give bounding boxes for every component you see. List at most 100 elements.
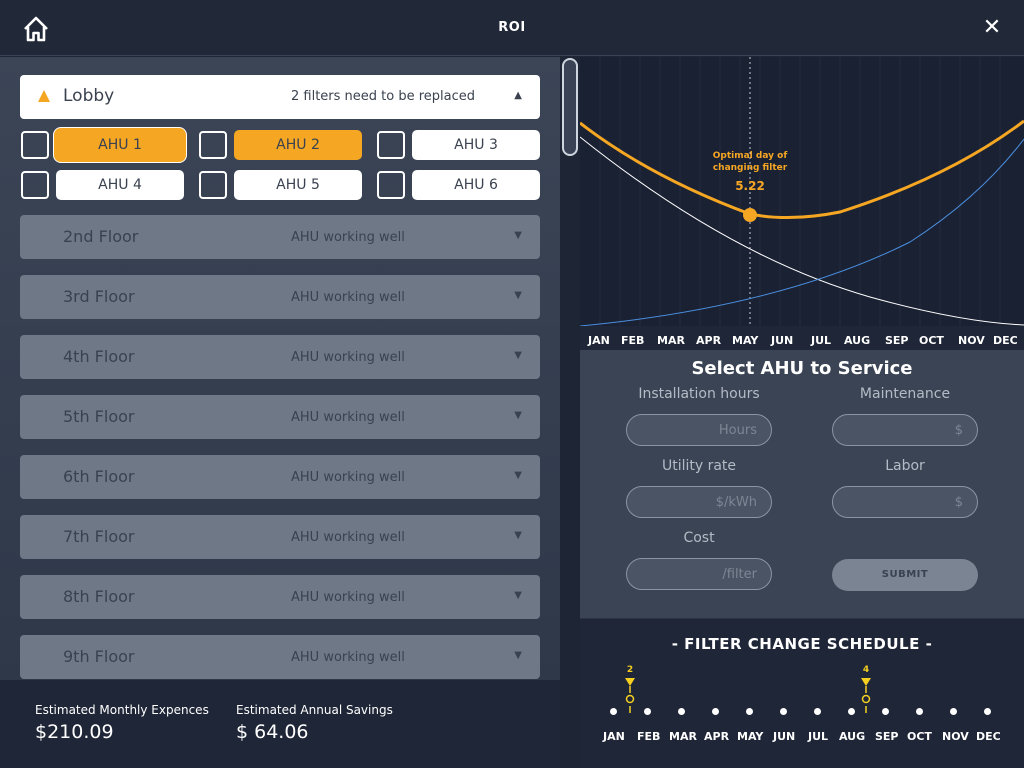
floor-status: AHU working well: [291, 350, 405, 365]
chart-month-label: SEP: [885, 334, 909, 347]
schedule-month-label: MAR: [669, 730, 697, 743]
schedule-month-label: AUG: [839, 730, 866, 743]
schedule-dot[interactable]: [916, 708, 923, 715]
floor-row-2nd[interactable]: 2nd Floor AHU working well ▼: [20, 215, 540, 259]
schedule-marker-count: 2: [626, 665, 634, 675]
floor-list-panel: Lobby 2 filters need to be replaced ▲ AH…: [0, 57, 560, 680]
schedule-marker-icon[interactable]: [860, 677, 872, 717]
ahu-4-checkbox[interactable]: [21, 171, 49, 199]
ahu-1-button[interactable]: AHU 1: [56, 130, 184, 160]
floor-name: 5th Floor: [63, 407, 135, 426]
annotation-line1: Optimal day of: [713, 151, 788, 161]
floor-row-4th[interactable]: 4th Floor AHU working well ▼: [20, 335, 540, 379]
ahu-3-checkbox[interactable]: [377, 131, 405, 159]
floor-status: AHU working well: [291, 290, 405, 305]
cost-input[interactable]: [626, 558, 772, 590]
floor-status: AHU working well: [291, 230, 405, 245]
floor-name: 3rd Floor: [63, 287, 135, 306]
ahu-3-button[interactable]: AHU 3: [412, 130, 540, 160]
schedule-month-label: OCT: [907, 730, 932, 743]
installation-hours-input[interactable]: [626, 414, 772, 446]
schedule-month-label: NOV: [942, 730, 969, 743]
utility-rate-label: Utility rate: [661, 458, 737, 474]
floor-row-9th[interactable]: 9th Floor AHU working well ▼: [20, 635, 540, 679]
annual-savings-label: Estimated Annual Savings: [236, 703, 393, 717]
schedule-month-label: SEP: [875, 730, 899, 743]
ahu-2-button[interactable]: AHU 2: [234, 130, 362, 160]
chart-month-label: JUL: [811, 334, 832, 347]
submit-button[interactable]: SUBMIT: [832, 559, 978, 591]
chevron-up-icon: ▲: [514, 90, 522, 101]
floor-status: AHU working well: [291, 470, 405, 485]
floor-status: AHU working well: [291, 410, 405, 425]
ahu-4-button[interactable]: AHU 4: [56, 170, 184, 200]
chevron-down-icon: ▼: [514, 590, 522, 601]
chart-month-label: OCT: [919, 334, 944, 347]
scrollbar-thumb[interactable]: [562, 58, 578, 156]
monthly-expenses-value: $210.09: [35, 721, 114, 743]
schedule-dot[interactable]: [712, 708, 719, 715]
floor-row-6th[interactable]: 6th Floor AHU working well ▼: [20, 455, 540, 499]
chart-month-label: DEC: [993, 334, 1018, 347]
falling-curve: [579, 136, 1024, 326]
rising-curve: [579, 138, 1024, 327]
maintenance-input[interactable]: [832, 414, 978, 446]
chart-month-axis: JAN FEB MAR APR MAY JUN JUL AUG SEP OCT …: [580, 326, 1024, 350]
floor-row-8th[interactable]: 8th Floor AHU working well ▼: [20, 575, 540, 619]
monthly-expenses-label: Estimated Monthly Expences: [35, 703, 209, 717]
floor-row-3rd[interactable]: 3rd Floor AHU working well ▼: [20, 275, 540, 319]
ahu-5-button[interactable]: AHU 5: [234, 170, 362, 200]
chart-month-label: JAN: [588, 334, 610, 347]
floor-name: 6th Floor: [63, 467, 135, 486]
schedule-dot[interactable]: [950, 708, 957, 715]
floor-name: 9th Floor: [63, 647, 135, 666]
chart-svg: Optimal day of changing filter 5.22: [579, 57, 1024, 327]
floor-header-lobby[interactable]: Lobby 2 filters need to be replaced ▲: [20, 75, 540, 119]
floor-status: AHU working well: [291, 650, 405, 665]
floor-status: AHU working well: [291, 530, 405, 545]
schedule-dot[interactable]: [814, 708, 821, 715]
chart-month-label: MAR: [657, 334, 685, 347]
labor-input[interactable]: [832, 486, 978, 518]
schedule-dot[interactable]: [848, 708, 855, 715]
schedule-dot[interactable]: [746, 708, 753, 715]
floor-row-5th[interactable]: 5th Floor AHU working well ▼: [20, 395, 540, 439]
chevron-down-icon: ▼: [514, 530, 522, 541]
chevron-down-icon: ▼: [514, 470, 522, 481]
ahu-6-checkbox[interactable]: [377, 171, 405, 199]
schedule-dot[interactable]: [644, 708, 651, 715]
floor-name: 2nd Floor: [63, 227, 139, 246]
schedule-marker-icon[interactable]: [624, 677, 636, 717]
schedule-month-label: APR: [704, 730, 730, 743]
maintenance-label: Maintenance: [859, 386, 951, 402]
floor-name: Lobby: [63, 86, 115, 106]
schedule-dot[interactable]: [780, 708, 787, 715]
floor-row-7th[interactable]: 7th Floor AHU working well ▼: [20, 515, 540, 559]
chart-grid: [599, 57, 1001, 327]
schedule-dot[interactable]: [882, 708, 889, 715]
schedule-month-label: JAN: [603, 730, 625, 743]
ahu-5-checkbox[interactable]: [199, 171, 227, 199]
schedule-dot[interactable]: [610, 708, 617, 715]
optimal-point: [743, 208, 757, 222]
page-title: ROI: [498, 20, 526, 35]
totals-panel: Estimated Monthly Expences $210.09 Estim…: [0, 680, 560, 768]
chart-month-label: JUN: [771, 334, 794, 347]
ahu-2-checkbox[interactable]: [199, 131, 227, 159]
utility-rate-input[interactable]: [626, 486, 772, 518]
schedule-month-label: FEB: [637, 730, 661, 743]
chart-month-label: MAY: [732, 334, 759, 347]
floor-status: 2 filters need to be replaced: [291, 89, 476, 104]
schedule-dot[interactable]: [678, 708, 685, 715]
cost-label: Cost: [683, 530, 715, 546]
home-icon[interactable]: [22, 15, 50, 43]
optimal-value-label: 5.22: [735, 179, 765, 193]
filter-optimization-chart: Optimal day of changing filter 5.22: [579, 57, 1024, 350]
service-form: Select AHU to Service Installation hours…: [580, 350, 1024, 618]
ahu-1-checkbox[interactable]: [21, 131, 49, 159]
close-icon[interactable]: ✕: [982, 15, 1002, 40]
filter-change-schedule: - FILTER CHANGE SCHEDULE - 2 4 JAN FEB M…: [580, 618, 1024, 768]
schedule-dot[interactable]: [984, 708, 991, 715]
chart-month-label: NOV: [958, 334, 985, 347]
ahu-6-button[interactable]: AHU 6: [412, 170, 540, 200]
